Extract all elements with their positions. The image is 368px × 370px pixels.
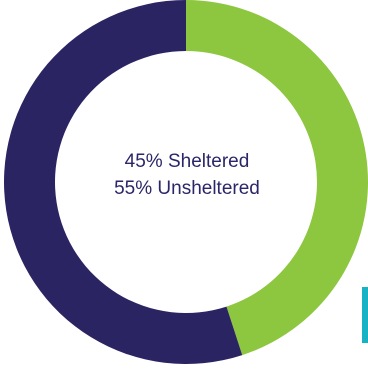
slice-unsheltered <box>4 0 243 364</box>
accent-bar <box>362 287 368 343</box>
slice-sheltered <box>186 0 368 356</box>
unsheltered-label: 55% Unsheltered <box>114 178 260 199</box>
sheltered-label: 45% Sheltered <box>124 151 250 172</box>
center-label: 45% Sheltered 55% Unsheltered <box>84 148 290 202</box>
donut-slices <box>4 0 368 364</box>
